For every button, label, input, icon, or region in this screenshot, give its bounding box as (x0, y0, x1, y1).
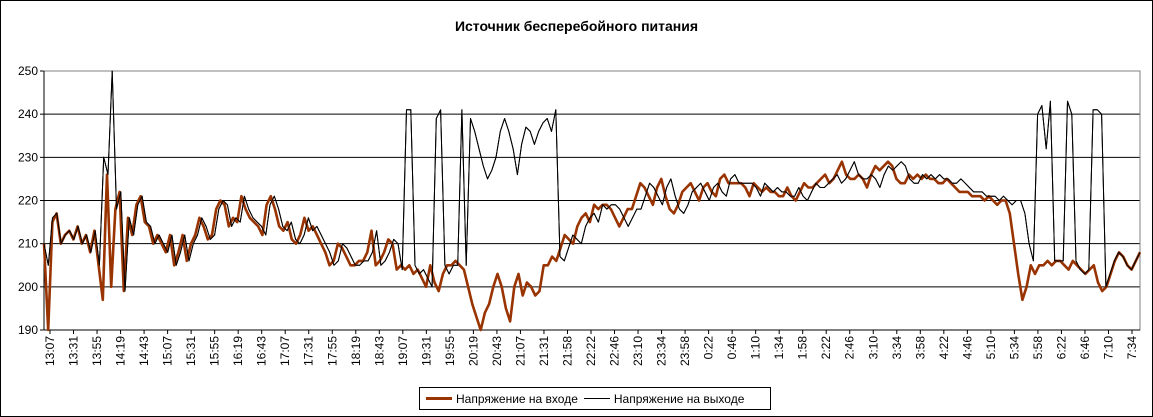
legend-label-output: Напряжение на выходе (613, 391, 745, 406)
x-tick-label: 5:34 (1007, 336, 1021, 360)
x-tick-label: 19:07 (396, 336, 410, 366)
x-tick-label: 16:43 (255, 336, 269, 366)
x-tick-label: 21:07 (513, 336, 527, 366)
x-tick-label: 23:10 (631, 336, 645, 366)
series-line-input (42, 160, 1142, 332)
legend-swatch-input (426, 397, 452, 400)
x-tick-label: 18:43 (372, 336, 386, 366)
x-tick-label: 22:46 (608, 336, 622, 366)
x-tick-label: 0:46 (725, 336, 739, 360)
x-tick-label: 0:22 (702, 336, 716, 360)
x-tick-label: 23:58 (678, 336, 692, 366)
x-tick-label: 13:31 (67, 336, 81, 366)
y-tick-label: 210 (18, 237, 38, 251)
x-tick-label: 3:58 (913, 336, 927, 360)
x-tick-label: 13:07 (43, 336, 57, 366)
legend-item-output: Напряжение на выходе (583, 391, 745, 406)
x-tick-label: 17:07 (278, 336, 292, 366)
y-tick-label: 230 (18, 150, 38, 164)
chart-plot: 190 200 210 220 230 240 250 13:07 13:31 13:55 14:1… (18, 64, 1142, 366)
x-tick-label: 2:22 (819, 336, 833, 360)
x-tick-label: 15:55 (208, 336, 222, 366)
x-tick-label: 1:58 (796, 336, 810, 360)
series-line-output (43, 70, 1141, 292)
x-tick-label: 2:46 (843, 336, 857, 360)
x-tick-label: 20:19 (466, 336, 480, 366)
x-tick-label: 4:46 (960, 336, 974, 360)
x-tick-label: 23:34 (655, 336, 669, 366)
x-tick-label: 6:46 (1078, 336, 1092, 360)
x-tick-label: 18:19 (349, 336, 363, 366)
x-tick-label: 1:34 (772, 336, 786, 360)
x-tick-label: 5:58 (1031, 336, 1045, 360)
legend: Напряжение на входе Напряжение на выходе (419, 387, 771, 410)
x-tick-label: 4:22 (937, 336, 951, 360)
x-tick-label: 7:34 (1125, 336, 1139, 360)
x-tick-label: 15:31 (184, 336, 198, 366)
x-tick-label: 17:55 (325, 336, 339, 366)
x-tick-label: 22:22 (584, 336, 598, 366)
x-tick-label: 19:31 (419, 336, 433, 366)
x-tick-label: 16:19 (231, 336, 245, 366)
x-tick-label: 13:55 (90, 336, 104, 366)
x-tick-label: 5:10 (984, 336, 998, 360)
y-tick-label: 240 (18, 107, 38, 121)
chart-title: Источник бесперебойного питания (454, 18, 699, 34)
y-tick-label: 190 (18, 323, 38, 337)
x-tick-label: 7:10 (1101, 336, 1115, 360)
y-tick-label: 220 (18, 194, 38, 208)
x-tick-label: 1:10 (749, 336, 763, 360)
x-tick-label: 6:22 (1054, 336, 1068, 360)
x-tick-label: 14:19 (114, 336, 128, 366)
legend-label-input: Напряжение на входе (456, 391, 578, 406)
y-tick-label: 200 (18, 280, 38, 294)
x-tick-label: 20:43 (490, 336, 504, 366)
x-tick-label: 15:07 (161, 336, 175, 366)
x-tick-label: 21:58 (560, 336, 574, 366)
x-tick-label: 3:10 (866, 336, 880, 360)
x-tick-label: 21:31 (537, 336, 551, 366)
x-tick-label: 17:31 (302, 336, 316, 366)
x-tick-label: 3:34 (890, 336, 904, 360)
legend-item-input: Напряжение на входе (426, 392, 578, 406)
x-tick-label: 19:55 (443, 336, 457, 366)
y-tick-label: 250 (18, 64, 38, 78)
legend-swatch-output (583, 398, 610, 399)
x-tick-label: 14:43 (137, 336, 151, 366)
